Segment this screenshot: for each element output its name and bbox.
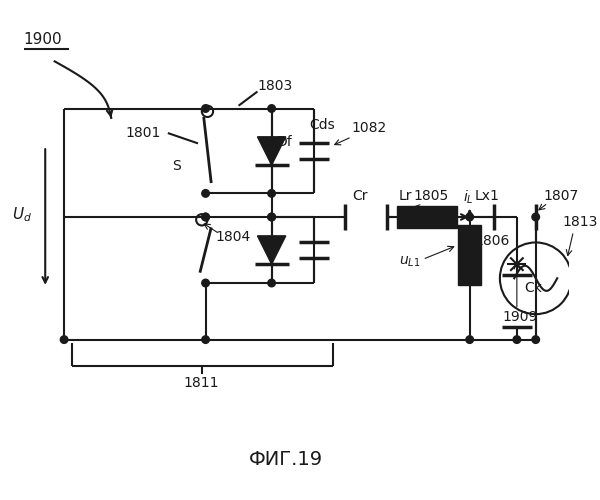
Circle shape bbox=[202, 336, 209, 344]
Circle shape bbox=[466, 336, 473, 344]
Circle shape bbox=[532, 336, 539, 344]
Text: ФИГ.19: ФИГ.19 bbox=[248, 450, 323, 469]
Circle shape bbox=[268, 279, 275, 287]
Text: 1813: 1813 bbox=[562, 216, 598, 230]
Polygon shape bbox=[257, 137, 286, 165]
Text: 1900: 1900 bbox=[23, 32, 62, 48]
Text: 1909: 1909 bbox=[503, 310, 538, 324]
Text: 1804: 1804 bbox=[215, 230, 250, 243]
Text: 1805: 1805 bbox=[413, 189, 448, 203]
Circle shape bbox=[513, 336, 521, 344]
Text: $u_{L1}$: $u_{L1}$ bbox=[399, 254, 421, 268]
Bar bbox=[458, 224, 481, 285]
Text: Cr: Cr bbox=[352, 189, 367, 203]
Circle shape bbox=[268, 104, 275, 112]
Circle shape bbox=[202, 213, 209, 221]
Circle shape bbox=[202, 190, 209, 197]
Text: Cds: Cds bbox=[310, 118, 335, 132]
Circle shape bbox=[61, 336, 68, 344]
Text: $i_L$: $i_L$ bbox=[463, 189, 474, 206]
Text: 1811: 1811 bbox=[184, 376, 219, 390]
Circle shape bbox=[202, 104, 209, 112]
Circle shape bbox=[532, 213, 539, 221]
Text: 1803: 1803 bbox=[257, 78, 293, 92]
Circle shape bbox=[268, 213, 275, 221]
Circle shape bbox=[466, 213, 473, 221]
Text: Df: Df bbox=[277, 135, 292, 149]
Text: $U_d$: $U_d$ bbox=[12, 206, 32, 224]
Text: Lr: Lr bbox=[399, 189, 412, 203]
Circle shape bbox=[202, 279, 209, 287]
Circle shape bbox=[202, 213, 209, 221]
Text: 1801: 1801 bbox=[125, 126, 161, 140]
Text: S: S bbox=[173, 159, 181, 173]
Polygon shape bbox=[257, 236, 286, 264]
Text: Ck: Ck bbox=[524, 281, 542, 295]
Text: Lx1: Lx1 bbox=[475, 189, 499, 203]
Text: 1806: 1806 bbox=[475, 234, 510, 248]
Bar bbox=[397, 206, 457, 229]
Text: 1807: 1807 bbox=[543, 189, 578, 203]
Circle shape bbox=[268, 190, 275, 197]
Text: 1082: 1082 bbox=[352, 121, 387, 135]
Circle shape bbox=[268, 213, 275, 221]
